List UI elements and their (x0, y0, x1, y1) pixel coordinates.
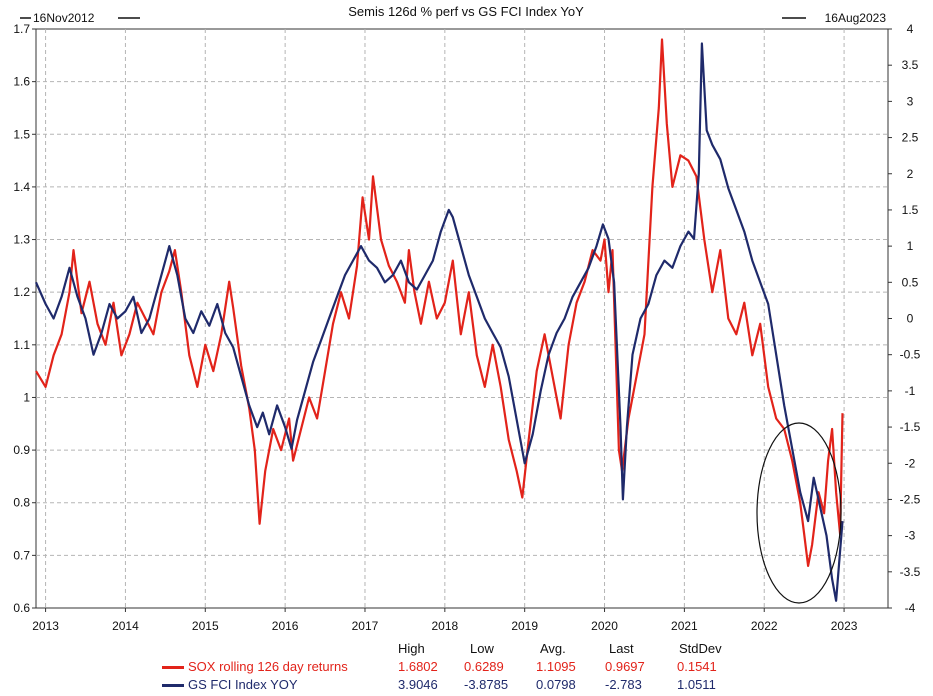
x-tick-label: 2023 (831, 619, 858, 633)
stats-header-stddev: StdDev (679, 641, 722, 656)
right-tick-label: 2.5 (902, 131, 919, 145)
stats-header-avg: Avg. (540, 641, 566, 656)
stats-header-last: Last (609, 641, 634, 656)
stats-fci-avg: 0.0798 (536, 677, 576, 692)
x-axis: 2013 2014 2015 2016 2017 2018 2019 2020 2021 2022… (32, 608, 858, 633)
start-date-label: 16Nov2012 (33, 11, 95, 25)
legend-swatch-fci (162, 684, 184, 687)
right-tick-label: -1 (905, 384, 916, 398)
x-tick-label: 2017 (352, 619, 379, 633)
end-date-label: 16Aug2023 (825, 11, 887, 25)
x-tick-label: 2021 (671, 619, 698, 633)
x-tick-label: 2018 (431, 619, 458, 633)
legend-label-fci: GS FCI Index YOY (188, 677, 298, 692)
left-tick-label: 0.6 (13, 601, 30, 615)
stats-header-high: High (398, 641, 425, 656)
right-tick-label: 3.5 (902, 58, 919, 72)
left-tick-label: 0.7 (13, 548, 30, 562)
stats-table: High Low Avg. Last StdDev SOX rolling 12… (0, 638, 933, 696)
right-tick-label: -2 (905, 456, 916, 470)
left-tick-label: 1.3 (13, 233, 30, 247)
right-tick-label: 0.5 (902, 275, 919, 289)
series-group (34, 38, 844, 602)
highlight-ellipse (756, 422, 842, 604)
right-tick-label: 4 (907, 22, 914, 36)
stats-sox-low: 0.6289 (464, 659, 504, 674)
stats-header-row: High Low Avg. Last StdDev (0, 640, 933, 658)
stats-sox-last: 0.9697 (605, 659, 645, 674)
x-tick-label: 2015 (192, 619, 219, 633)
right-tick-label: 3 (907, 94, 914, 108)
left-tick-label: 1 (23, 390, 30, 404)
right-tick-label: 1.5 (902, 203, 919, 217)
series-line-gs-fci (34, 42, 844, 602)
left-tick-label: 1.5 (13, 127, 30, 141)
stats-row-sox: SOX rolling 126 day returns 1.6802 0.628… (0, 658, 933, 676)
legend-swatch-sox (162, 666, 184, 669)
right-tick-label: -3.5 (900, 565, 921, 579)
left-tick-label: 0.8 (13, 496, 30, 510)
left-tick-label: 1.4 (13, 180, 30, 194)
stats-fci-high: 3.9046 (398, 677, 438, 692)
chart-title: Semis 126d % perf vs GS FCI Index YoY (348, 4, 584, 19)
left-tick-label: 0.9 (13, 443, 30, 457)
right-tick-label: -4 (905, 601, 916, 615)
left-tick-label: 1.1 (13, 338, 30, 352)
x-tick-label: 2013 (32, 619, 59, 633)
stats-sox-avg: 1.1095 (536, 659, 576, 674)
x-tick-label: 2022 (751, 619, 778, 633)
stats-fci-last: -2.783 (605, 677, 642, 692)
right-tick-label: -3 (905, 529, 916, 543)
right-tick-label: 2 (907, 167, 914, 181)
stats-sox-stddev: 0.1541 (677, 659, 717, 674)
right-tick-label: 1 (907, 239, 914, 253)
x-tick-label: 2019 (511, 619, 538, 633)
stats-header-low: Low (470, 641, 494, 656)
left-tick-label: 1.2 (13, 285, 30, 299)
left-tick-label: 1.7 (13, 22, 30, 36)
x-tick-label: 2014 (112, 619, 139, 633)
plot-area (35, 28, 889, 609)
stats-fci-low: -3.8785 (464, 677, 509, 692)
chart-canvas: 1.7 1.6 1.5 1.4 1.3 1.2 1.1 1 0.9 0.8 0.7 0.6 4 3.5 3… (13, 4, 921, 633)
right-tick-label: 0 (907, 312, 914, 326)
grid (36, 29, 888, 608)
legend-label-sox: SOX rolling 126 day returns (188, 659, 348, 674)
x-tick-label: 2016 (272, 619, 299, 633)
right-tick-label: -2.5 (900, 492, 921, 506)
stats-sox-high: 1.6802 (398, 659, 438, 674)
right-tick-label: -0.5 (900, 348, 921, 362)
right-axis: 4 3.5 3 2.5 2 1.5 1 0.5 0 -0.5 -1 -1.5 -2 -2.5 -3 -3.5 -… (888, 22, 921, 615)
left-tick-label: 1.6 (13, 75, 30, 89)
stats-row-fci: GS FCI Index YOY 3.9046 -3.8785 0.0798 -… (0, 676, 933, 694)
x-tick-label: 2020 (591, 619, 618, 633)
left-axis: 1.7 1.6 1.5 1.4 1.3 1.2 1.1 1 0.9 0.8 0.7 0.6 (13, 22, 36, 615)
right-tick-label: -1.5 (900, 420, 921, 434)
stats-fci-stddev: 1.0511 (677, 677, 716, 692)
